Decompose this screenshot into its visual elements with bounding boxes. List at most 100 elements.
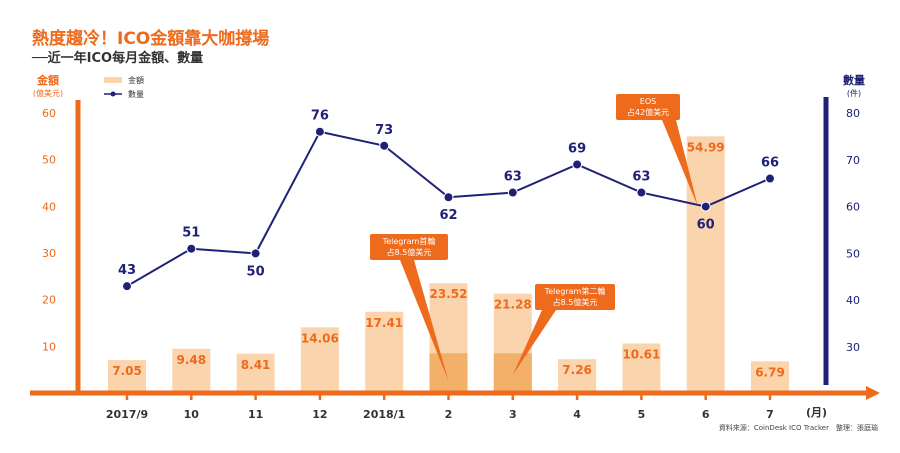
count-marker — [314, 126, 325, 137]
left-tick-label: 60 — [42, 107, 56, 120]
count-marker — [379, 140, 390, 151]
legend-count-marker — [110, 91, 116, 97]
bar-value-label: 6.79 — [755, 365, 785, 379]
legend: 金額 數量 — [104, 75, 144, 99]
bar-highlight-5 — [429, 353, 468, 393]
count-marker — [186, 243, 197, 254]
count-marker — [443, 192, 454, 203]
legend-count-label: 數量 — [128, 89, 144, 99]
bar-value-label: 8.41 — [241, 358, 271, 372]
right-tick-label: 40 — [846, 294, 860, 307]
left-tick-label: 50 — [42, 154, 56, 167]
right-tick-label: 50 — [846, 247, 860, 260]
left-tick-label: 40 — [42, 200, 56, 213]
count-marker — [122, 281, 132, 292]
bar-value-label: 17.41 — [365, 316, 403, 330]
callout-box — [535, 284, 615, 310]
bar-value-label: 7.05 — [112, 364, 142, 378]
count-value-label: 62 — [439, 208, 457, 223]
right-tick-label: 60 — [846, 201, 860, 214]
bar-9 — [686, 136, 725, 393]
callout-box — [370, 234, 448, 260]
callout-text: 占8.5億美元 — [387, 247, 432, 257]
bar-0 — [108, 360, 146, 393]
callout-box — [616, 94, 680, 120]
bar-value-label: 10.61 — [622, 347, 660, 361]
callout-text: Telegram第二輪 — [544, 286, 606, 296]
count-marker — [572, 159, 583, 170]
legend-amount-label: 金額 — [128, 75, 144, 85]
bar-4 — [365, 311, 404, 393]
bar-2 — [236, 353, 275, 393]
bar-7 — [558, 359, 597, 393]
bar-value-label: 21.28 — [494, 298, 532, 312]
bar-highlight-segments — [429, 353, 532, 393]
callout-pointer — [512, 310, 556, 375]
count-value-label: 63 — [632, 170, 650, 185]
count-value-label: 63 — [504, 170, 522, 185]
count-value-label: 51 — [182, 226, 200, 241]
count-value-label: 50 — [247, 264, 265, 279]
right-tick-label: 70 — [846, 154, 860, 167]
count-value-label: 76 — [311, 109, 329, 124]
bar-value-label: 54.99 — [687, 140, 725, 154]
x-tick-label: 11 — [248, 408, 263, 421]
right-tick-label: 30 — [846, 341, 860, 354]
chart-title: 熱度趨冷！ICO金額靠大咖撐場 — [32, 29, 270, 49]
bar-8 — [622, 343, 661, 393]
bar-series-amount — [108, 136, 789, 393]
x-axis-labels: 2017/9 10 11 12 2018/1 2 3 4 5 6 7 — [106, 408, 774, 421]
count-marker — [250, 248, 261, 259]
bar-1 — [172, 348, 211, 393]
x-tick-label: 12 — [312, 408, 327, 421]
x-axis-unit: (月) — [806, 406, 828, 419]
left-tick-label: 10 — [42, 340, 56, 353]
count-marker — [636, 187, 647, 198]
x-tick-label: 10 — [184, 408, 200, 421]
left-tick-label: 20 — [42, 294, 56, 307]
left-axis-name: 金額 — [37, 74, 59, 87]
right-axis-unit: (件) — [846, 89, 862, 98]
count-value-label: 69 — [568, 141, 586, 156]
callout-text: 占42億美元 — [627, 107, 669, 117]
count-marker — [700, 201, 711, 212]
x-tick-label: 3 — [509, 408, 517, 421]
count-value-label: 73 — [375, 123, 393, 138]
x-tick-label: 2018/1 — [363, 408, 405, 421]
x-tick-label: 7 — [766, 408, 774, 421]
callout-pointer — [662, 120, 698, 206]
right-tick-label: 80 — [846, 107, 860, 120]
callouts: Telegram首輪占8.5億美元Telegram第二輪占8.5億美元EOS占4… — [370, 94, 698, 381]
source-note: 資料來源：CoinDesk ICO Tracker 整理：張庭瑜 — [718, 424, 878, 432]
count-value-label: 43 — [118, 263, 136, 278]
chart-subtitle: ──近一年ICO每月金額、數量 — [32, 51, 204, 66]
bar-3 — [300, 327, 339, 393]
callout-pointer — [400, 260, 449, 381]
bar-highlight-6 — [493, 353, 532, 393]
x-tick-label: 6 — [702, 408, 710, 421]
legend-amount-swatch — [104, 77, 122, 83]
left-tick-label: 30 — [42, 247, 56, 260]
bar-value-labels: 7.05 9.48 8.41 14.06 17.41 23.52 21.28 7.26 10.6… — [112, 140, 785, 379]
right-axis-title: 數量 (件) — [834, 74, 874, 100]
count-marker — [507, 187, 518, 198]
left-axis-title: 金額 (億美元) — [28, 74, 68, 100]
count-value-label: 66 — [761, 156, 779, 171]
x-axis-arrow — [866, 386, 880, 400]
count-marker — [765, 173, 775, 184]
count-value-label: 60 — [697, 218, 715, 233]
bar-value-label: 9.48 — [176, 353, 206, 367]
line-series-count: 43 51 50 76 73 62 63 69 63 60 66 — [118, 109, 779, 292]
axes: 10 20 30 40 50 60 30 40 50 60 70 80 — [30, 97, 880, 400]
callout-text: 占8.5億美元 — [553, 297, 598, 307]
x-tick-label: 5 — [638, 408, 646, 421]
x-tick-label: 2 — [445, 408, 453, 421]
bar-10 — [751, 361, 789, 393]
bar-value-label: 23.52 — [430, 287, 468, 301]
left-axis-unit: (億美元) — [32, 89, 64, 98]
x-tick-label: 2017/9 — [106, 408, 148, 421]
callout-text: EOS — [640, 97, 656, 106]
callout-text: Telegram首輪 — [382, 236, 436, 246]
right-axis-name: 數量 — [843, 74, 865, 87]
